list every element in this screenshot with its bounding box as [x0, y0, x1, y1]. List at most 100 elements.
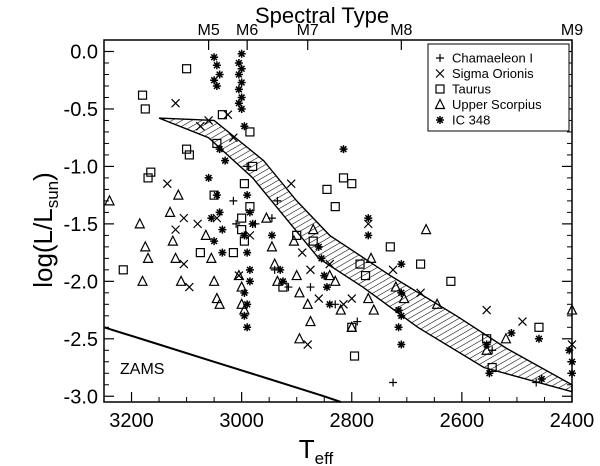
- data-point: [397, 288, 406, 297]
- data-point: [308, 236, 318, 246]
- x-tick-label: 2600: [440, 410, 485, 432]
- data-point: [237, 78, 246, 87]
- data-point: [307, 223, 319, 235]
- data-point: [293, 332, 305, 344]
- data-point: [181, 64, 192, 74]
- x-axis-title: Teff: [299, 434, 334, 466]
- data-point: [234, 58, 243, 67]
- data-point: [260, 211, 272, 223]
- data-point: [482, 305, 492, 315]
- points-layer: [104, 49, 578, 387]
- data-point: [233, 269, 245, 281]
- data-point: [355, 259, 365, 269]
- y-tick-label: 0.0: [70, 41, 98, 63]
- data-point: [143, 173, 153, 183]
- data-point: [167, 234, 179, 246]
- data-point: [305, 315, 316, 327]
- data-point: [329, 274, 341, 286]
- data-point: [368, 303, 380, 315]
- data-point: [314, 294, 324, 303]
- x-tick-label: 2800: [330, 410, 375, 432]
- data-point: [243, 323, 252, 332]
- data-point: [237, 213, 247, 223]
- data-point: [431, 297, 443, 309]
- legend-marker: [436, 54, 444, 62]
- data-point: [234, 271, 244, 281]
- data-point: [184, 282, 194, 292]
- data-point: [171, 225, 181, 235]
- data-point: [171, 98, 181, 108]
- x-tick-label: 2400: [550, 410, 595, 432]
- y-tick-label: -2.0: [64, 271, 98, 293]
- x-axis-title-main: T: [299, 434, 315, 464]
- y-axis-title-main: log(L/L: [28, 208, 58, 288]
- data-point: [146, 167, 156, 177]
- x-axis-title-sub: eff: [315, 449, 334, 466]
- data-point: [193, 219, 203, 229]
- legend-label: Upper Scorpius: [452, 97, 542, 112]
- data-point: [223, 110, 233, 120]
- data-point: [314, 242, 323, 251]
- data-point: [137, 274, 149, 286]
- x-tick-label: 3000: [219, 410, 264, 432]
- data-point: [415, 259, 426, 269]
- data-point: [278, 277, 287, 286]
- legend-label: Sigma Orionis: [452, 66, 534, 81]
- data-point: [181, 144, 192, 154]
- legend-marker: [436, 116, 444, 124]
- data-point: [214, 297, 226, 309]
- data-point: [215, 145, 224, 154]
- data-point: [237, 49, 246, 58]
- data-point: [518, 317, 527, 326]
- data-point: [195, 121, 205, 131]
- data-point: [164, 206, 176, 217]
- data-point: [140, 104, 150, 114]
- data-point: [237, 104, 246, 113]
- data-point: [240, 288, 249, 297]
- data-point: [325, 300, 334, 309]
- data-point: [364, 231, 373, 240]
- data-point: [243, 248, 252, 257]
- data-point: [482, 340, 491, 349]
- data-point: [234, 99, 243, 108]
- legend-marker: [435, 84, 445, 94]
- data-point: [362, 292, 374, 304]
- data-point: [210, 76, 219, 85]
- series-x: [162, 98, 577, 349]
- data-point: [349, 351, 360, 361]
- data-point: [303, 340, 313, 349]
- data-point: [288, 234, 300, 246]
- plot-frame: [103, 39, 573, 403]
- data-point: [245, 277, 254, 286]
- data-point: [211, 292, 223, 304]
- data-point: [385, 242, 395, 252]
- data-point: [446, 276, 456, 286]
- data-point: [207, 214, 216, 223]
- y-tick-label: -0.5: [64, 99, 98, 121]
- data-point: [297, 248, 307, 258]
- axes-layer: 3200 3000 2800 2600 2400 0.0 -0.5 -1.0 -1.5 -2.0 -…: [64, 22, 595, 432]
- data-point: [184, 150, 194, 160]
- data-point: [175, 274, 187, 286]
- data-point: [210, 237, 219, 246]
- data-point: [398, 292, 410, 304]
- data-point: [420, 223, 432, 235]
- data-point: [218, 225, 227, 234]
- data-point: [291, 269, 303, 281]
- data-point: [234, 70, 243, 79]
- data-point: [507, 329, 516, 338]
- data-point: [322, 184, 332, 194]
- top-tick-label: M8: [390, 22, 412, 39]
- data-point: [245, 127, 255, 137]
- y-tick-label: -1.5: [64, 214, 98, 236]
- y-tick-label: -2.5: [64, 329, 98, 351]
- data-point: [286, 179, 296, 189]
- data-point: [245, 208, 254, 217]
- data-point: [221, 156, 230, 165]
- top-tick-label: M9: [561, 22, 583, 39]
- data-point: [204, 173, 213, 182]
- data-point: [179, 213, 189, 223]
- zams-label: ZAMS: [120, 361, 164, 378]
- data-point: [416, 288, 426, 298]
- data-point: [269, 257, 281, 269]
